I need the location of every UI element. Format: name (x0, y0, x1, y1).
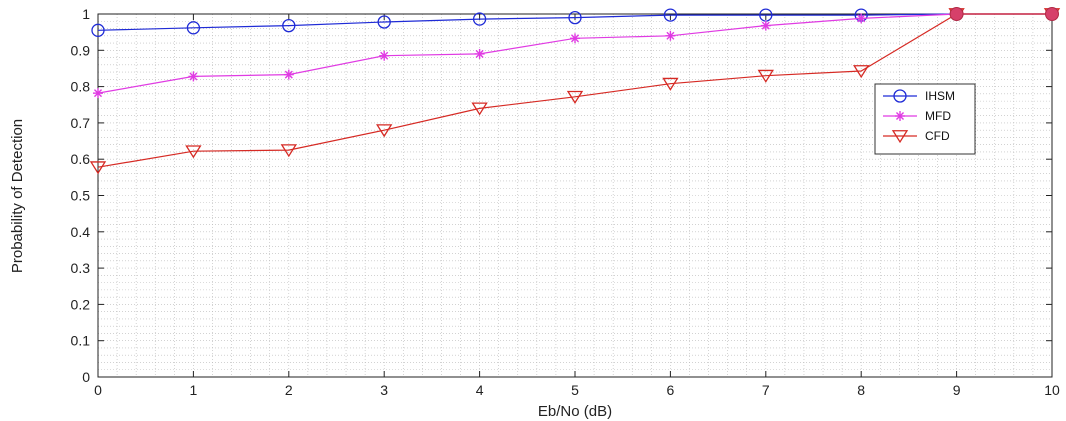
data-point-mfd (188, 71, 199, 82)
data-point-mfd (570, 33, 580, 44)
x-tick-label: 4 (476, 382, 484, 398)
x-tick-label: 2 (285, 382, 293, 398)
legend-label-mfd: MFD (925, 109, 951, 123)
data-point-cfd (280, 144, 297, 158)
data-point-ihsm (377, 15, 391, 29)
legend-item-mfd: MFD (883, 109, 951, 123)
legend-item-ihsm: IHSM (883, 89, 955, 103)
star-stroke (475, 49, 484, 58)
data-point-cfd (89, 161, 107, 175)
data-point-mfd (665, 30, 676, 41)
y-tick-label: 0.6 (71, 151, 91, 167)
data-point-cfd (471, 102, 488, 116)
y-tick-label: 0.8 (71, 79, 91, 95)
data-point-ihsm (663, 8, 678, 22)
legend-marker-mfd (895, 111, 905, 121)
star-stroke (895, 111, 905, 121)
legend-marker-ihsm (893, 89, 907, 103)
x-tick-label: 0 (94, 382, 102, 398)
star-stroke (666, 31, 675, 40)
y-tick-label: 0.9 (71, 42, 91, 58)
series-layer (89, 7, 1061, 175)
x-tick-label: 7 (762, 382, 770, 398)
legend-marker-cfd (891, 130, 909, 144)
x-tick-label: 5 (571, 382, 579, 398)
legend: IHSM MFD CFD (874, 83, 976, 155)
convergence-markers (949, 7, 1059, 21)
star-stroke (189, 72, 198, 81)
data-point-mfd (283, 69, 294, 80)
y-tick-label: 0.3 (71, 260, 91, 276)
x-tick-label: 8 (857, 382, 865, 398)
star-stroke (380, 51, 389, 60)
y-tick-label: 0.2 (71, 296, 91, 312)
data-point-mfd (856, 13, 867, 24)
x-tick-label: 3 (380, 382, 388, 398)
data-point-mfd (379, 50, 390, 61)
data-point-cfd (853, 65, 870, 79)
star-stroke (761, 21, 770, 30)
data-point-mfd (93, 88, 103, 99)
y-tick-label: 0 (82, 369, 90, 385)
data-point-ihsm (472, 12, 487, 26)
x-axis-label: Eb/No (dB) (538, 403, 612, 420)
axes: 0 1 2 3 4 5 6 7 8 9 10 0 0.1 0.2 0.3 0.4 0.5 0.6 0.7 0.8 0.9… (71, 6, 1060, 398)
y-tick-label: 0.7 (71, 115, 91, 131)
data-point-ihsm (186, 21, 201, 35)
data-point-converged (1045, 7, 1059, 21)
legend-label-cfd: CFD (925, 129, 950, 143)
x-tick-label: 1 (190, 382, 198, 398)
data-point-cfd (662, 77, 679, 91)
series-line-ihsm (97, 13, 1052, 31)
y-tick-label: 0.1 (71, 333, 91, 349)
data-point-ihsm (91, 23, 105, 37)
data-point-cfd (376, 124, 393, 138)
x-tick-label: 9 (953, 382, 961, 398)
data-point-mfd (474, 48, 485, 59)
star-stroke (570, 34, 580, 43)
legend-item-cfd: CFD (883, 129, 950, 144)
x-tick-label: 6 (667, 382, 675, 398)
data-point-converged (949, 7, 964, 21)
star-stroke (284, 70, 293, 79)
data-point-ihsm (282, 18, 296, 33)
y-tick-label: 0.5 (71, 188, 91, 204)
data-point-ihsm (568, 10, 582, 25)
star-stroke (93, 89, 103, 98)
series-line-cfd (97, 13, 1052, 168)
legend-label-ihsm: IHSM (925, 89, 955, 103)
data-point-mfd (760, 20, 771, 31)
star-stroke (857, 14, 866, 23)
y-tick-label: 1 (82, 6, 90, 22)
data-point-cfd (566, 90, 584, 104)
y-tick-label: 0.4 (71, 224, 91, 240)
x-tick-label: 10 (1044, 382, 1060, 398)
data-point-cfd (185, 145, 202, 159)
y-axis-label: Probability of Detection (9, 119, 26, 273)
data-point-cfd (757, 69, 774, 83)
